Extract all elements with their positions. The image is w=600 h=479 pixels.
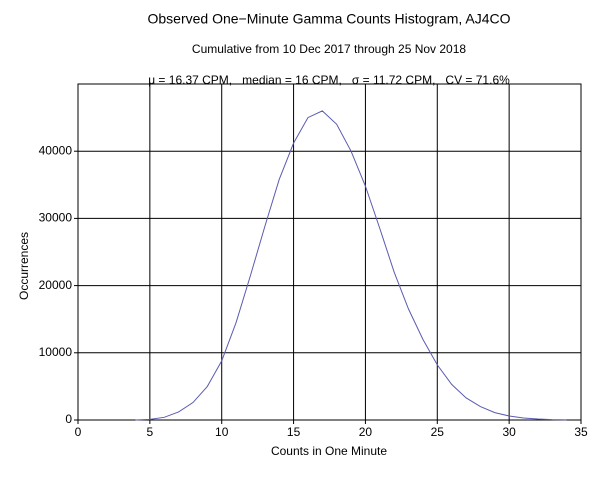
- data-line: [135, 110, 567, 421]
- chart-subtitle: Cumulative from 10 Dec 2017 through 25 N…: [192, 42, 466, 56]
- x-tick-label: 20: [359, 425, 373, 439]
- plot-frame: [77, 83, 582, 421]
- y-tick-label: 20000: [39, 278, 73, 292]
- y-tick-label: 10000: [39, 345, 73, 359]
- y-axis-label: Occurrences: [17, 232, 31, 300]
- x-tick-label: 10: [215, 425, 229, 439]
- x-tick-label: 25: [431, 425, 445, 439]
- x-tick-label: 35: [574, 425, 588, 439]
- x-tick-label: 5: [147, 425, 154, 439]
- x-axis-label: Counts in One Minute: [271, 444, 387, 458]
- x-tick-label: 30: [502, 425, 516, 439]
- y-tick-label: 40000: [39, 143, 73, 157]
- y-tick-label: 30000: [39, 211, 73, 225]
- stats-annotation: μ = 16.37 CPM, median = 16 CPM, σ = 11.7…: [148, 73, 510, 87]
- chart-title: Observed One−Minute Gamma Counts Histogr…: [148, 11, 511, 27]
- x-tick-label: 0: [75, 425, 82, 439]
- x-tick-label: 15: [287, 425, 301, 439]
- y-tick-label: 0: [65, 412, 72, 426]
